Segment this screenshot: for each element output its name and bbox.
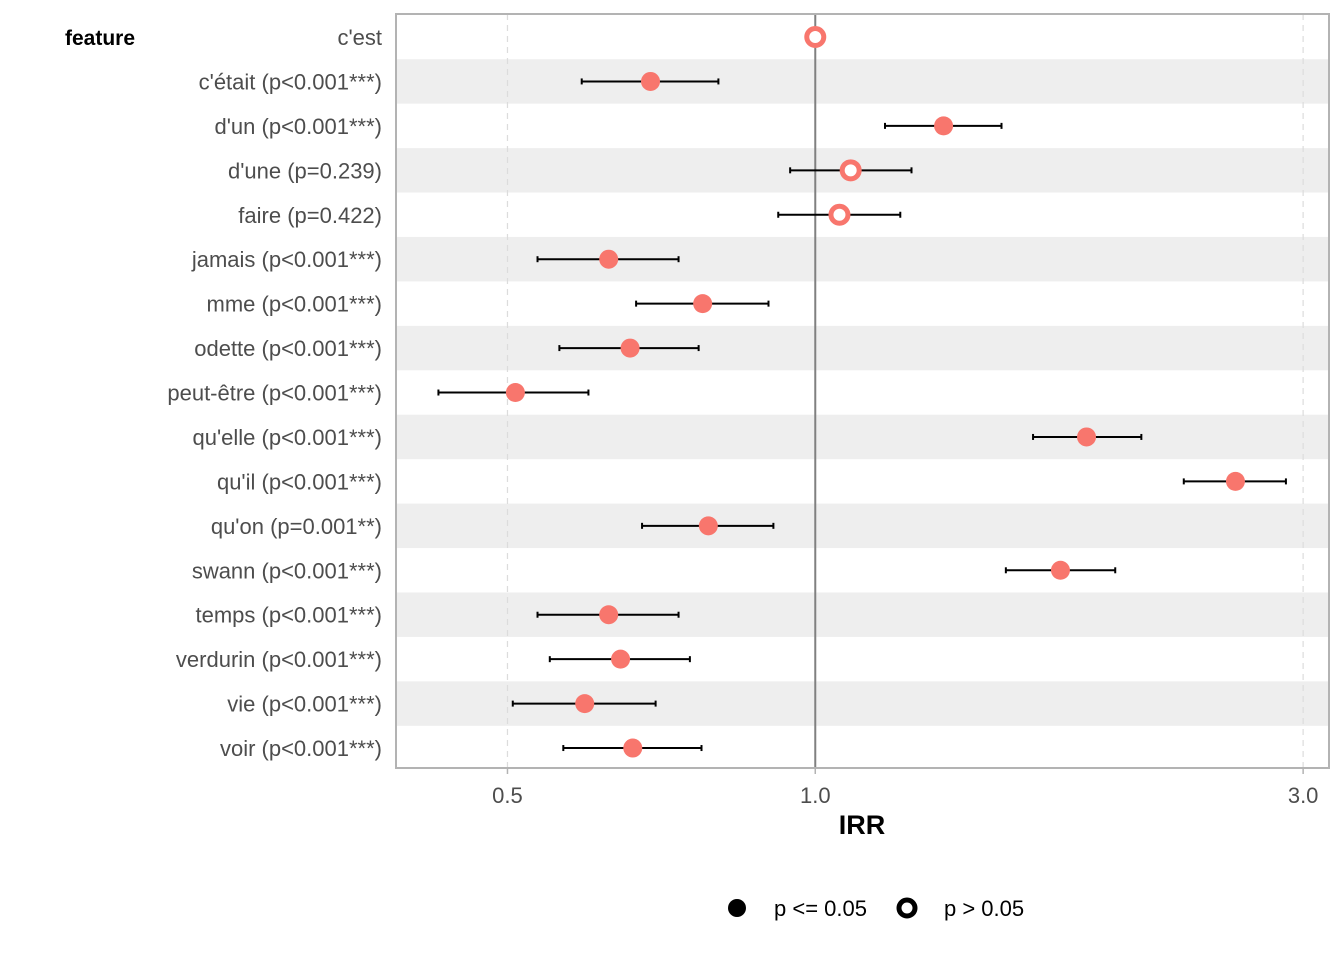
point-significant: [599, 249, 619, 269]
y-tick-label: voir (p<0.001***): [220, 736, 382, 761]
point-significant: [698, 516, 718, 536]
point-significant: [693, 294, 713, 314]
point-not-significant: [828, 203, 851, 226]
row-bands: [396, 59, 1329, 726]
point-significant: [1225, 471, 1245, 491]
y-tick-label: vie (p<0.001***): [227, 692, 382, 717]
y-tick-label: odette (p<0.001***): [194, 336, 382, 361]
y-tick-label: jamais (p<0.001***): [191, 247, 382, 272]
points: [505, 26, 1245, 758]
legend-label-significant: p <= 0.05: [774, 896, 867, 921]
y-tick-label: peut-être (p<0.001***): [167, 381, 382, 406]
point-significant: [1077, 427, 1097, 447]
point-significant: [620, 338, 640, 358]
y-tick-label: swann (p<0.001***): [192, 558, 382, 583]
x-tick-label: 3.0: [1288, 783, 1319, 808]
y-tick-label: mme (p<0.001***): [207, 292, 382, 317]
legend-label-not-significant: p > 0.05: [944, 896, 1024, 921]
row-band: [396, 59, 1329, 104]
y-tick-label: d'une (p=0.239): [228, 158, 382, 183]
point-significant: [611, 649, 631, 669]
y-axis-labels: c'est c'était (p<0.001***) d'un (p<0.001**…: [167, 25, 382, 761]
x-tick-label: 1.0: [800, 783, 831, 808]
point-significant: [640, 71, 660, 91]
row-band: [396, 592, 1329, 637]
y-tick-label: faire (p=0.422): [238, 203, 382, 228]
point-not-significant: [839, 159, 862, 182]
x-axis-title: IRR: [839, 810, 886, 840]
panel-border: [395, 13, 1330, 769]
y-tick-label: c'est: [337, 25, 382, 50]
row-band: [396, 325, 1329, 371]
point-significant: [575, 694, 595, 714]
row-band: [396, 236, 1329, 282]
y-axis-title: feature: [65, 27, 135, 50]
point-significant: [599, 605, 619, 625]
legend: p <= 0.05 p > 0.05: [728, 896, 1024, 921]
point-significant: [623, 738, 643, 758]
y-tick-label: d'un (p<0.001***): [215, 114, 383, 139]
y-tick-label: qu'elle (p<0.001***): [192, 425, 382, 450]
y-tick-label: qu'on (p=0.001**): [211, 514, 382, 539]
legend-filled-circle-icon: [728, 899, 746, 917]
x-tick-label: 0.5: [492, 783, 523, 808]
row-band: [396, 503, 1329, 549]
legend-open-circle-icon: [896, 897, 918, 919]
y-tick-label: verdurin (p<0.001***): [176, 647, 382, 672]
y-tick-label: qu'il (p<0.001***): [217, 469, 382, 494]
y-tick-label: temps (p<0.001***): [196, 603, 383, 628]
point-not-significant: [804, 26, 827, 48]
point-significant: [934, 116, 954, 136]
point-significant: [505, 383, 525, 403]
y-tick-label: c'était (p<0.001***): [199, 69, 382, 94]
point-significant: [1050, 560, 1070, 580]
row-band: [396, 414, 1329, 460]
x-axis-ticks: 0.5 1.0 3.0: [492, 768, 1318, 808]
